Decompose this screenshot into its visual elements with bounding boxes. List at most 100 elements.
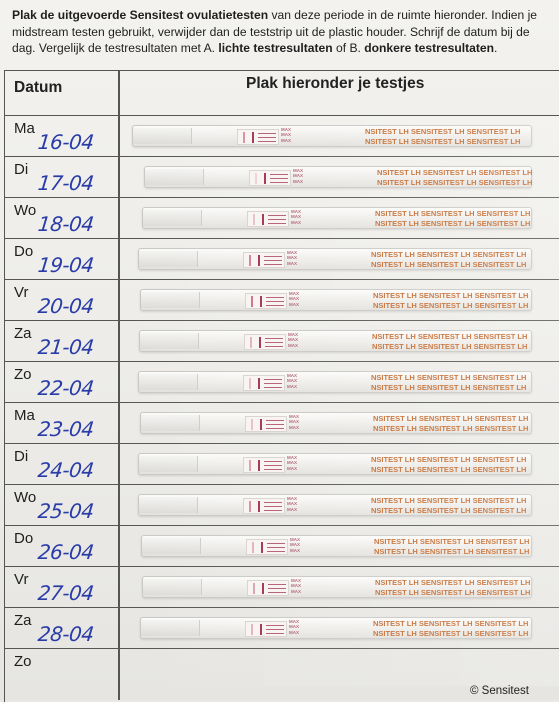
strip-brand-line: NSITEST LH SENSITEST LH SENSITEST LH — [365, 127, 521, 136]
max-label: MAX MAX MAX — [287, 455, 307, 471]
row-day: Vr — [14, 571, 29, 588]
max-arrow-line — [266, 428, 284, 429]
strip-absorbent-tip — [139, 456, 198, 472]
strip-result-window — [243, 375, 285, 391]
max-label-line: MAX — [289, 419, 299, 425]
row-handwritten-date: 28-04 — [36, 622, 95, 646]
lh-test-strip: MAX MAX MAX NSITEST LH SENSITEST LH SENSITE… — [140, 289, 532, 311]
table-row: Za 21-04 MAX MAX MAX NSITEST LH SENSITEST LH … — [4, 321, 559, 362]
max-arrow-line — [268, 215, 286, 216]
max-label-line: MAX — [288, 332, 298, 337]
strip-result-window — [243, 252, 285, 268]
max-arrow-line — [264, 465, 282, 466]
max-label-line: MAX — [291, 209, 301, 214]
strip-brand-line: NSITEST LH SENSITEST LH SENSITEST LH — [374, 537, 530, 546]
control-line — [259, 337, 261, 348]
strip-brand-print: NSITEST LH SENSITEST LH SENSITEST LH NSIT… — [373, 291, 559, 311]
max-label-line: MAX — [289, 296, 299, 302]
control-line — [258, 501, 260, 512]
max-label: MAX MAX MAX — [289, 291, 309, 307]
strip-brand-line: NSITEST LH SENSITEST LH SENSITEST LH — [371, 250, 527, 259]
test-line — [249, 378, 251, 389]
table-row: Wo 18-04 MAX MAX MAX NSITEST LH SENSITEST LH … — [4, 198, 559, 239]
max-label-line: MAX — [287, 465, 297, 471]
control-line — [260, 296, 262, 307]
strip-result-window — [245, 416, 287, 432]
row-handwritten-date: 21-04 — [36, 335, 95, 359]
strip-absorbent-tip — [143, 210, 202, 226]
strip-result-window — [243, 498, 285, 514]
strip-result-window — [244, 334, 286, 350]
strip-brand-print: NSITEST LH SENSITEST LH SENSITEST LH NSIT… — [377, 168, 559, 188]
strip-absorbent-tip — [141, 292, 200, 308]
max-label: MAX MAX MAX — [289, 619, 309, 635]
max-arrow-line — [264, 387, 282, 388]
test-line — [249, 460, 251, 471]
strip-brand-line: NSITEST LH SENSITEST LH SENSITEST LH — [372, 341, 528, 351]
strip-brand-print: NSITEST LH SENSITEST LH SENSITEST LH NSIT… — [365, 127, 555, 147]
max-arrow-line — [268, 588, 286, 589]
max-arrow-line — [266, 305, 284, 306]
max-label-line: MAX — [289, 424, 299, 430]
row-day: Vr — [14, 284, 29, 301]
strip-result-window — [247, 580, 289, 596]
max-arrow-line — [264, 510, 282, 511]
row-day: Ma — [14, 407, 35, 424]
max-label-line: MAX — [287, 378, 297, 384]
strip-brand-print: NSITEST LH SENSITEST LH SENSITEST LH NSIT… — [371, 496, 559, 516]
strip-absorbent-tip — [133, 128, 192, 144]
max-label-line: MAX — [291, 583, 301, 589]
strip-brand-print: NSITEST LH SENSITEST LH SENSITEST LH NSIT… — [374, 537, 559, 557]
max-label: MAX MAX MAX — [287, 250, 307, 266]
lh-test-strip: MAX MAX MAX NSITEST LH SENSITEST LH SENSITE… — [141, 535, 532, 557]
strip-brand-print: NSITEST LH SENSITEST LH SENSITEST LH NSIT… — [373, 619, 559, 639]
max-label: MAX MAX MAX — [287, 373, 307, 389]
instructions-bold-brand: Sensitest ovulatietesten — [129, 8, 269, 22]
strip-result-window — [237, 129, 279, 145]
max-label: MAX MAX MAX — [290, 537, 310, 553]
strip-absorbent-tip — [142, 538, 201, 554]
row-day: Do — [14, 530, 34, 547]
lh-test-strip: MAX MAX MAX NSITEST LH SENSITEST LH SENSITE… — [138, 494, 532, 516]
strip-absorbent-tip — [145, 169, 204, 185]
control-line — [260, 624, 262, 635]
strip-absorbent-tip — [139, 251, 198, 267]
max-arrow-line — [265, 338, 283, 339]
strip-absorbent-tip — [139, 497, 198, 513]
control-line — [261, 542, 263, 553]
table-row: Ma 23-04 MAX MAX MAX NSITEST LH SENSITEST LH … — [4, 403, 559, 444]
test-line — [255, 173, 257, 184]
max-arrow-line — [265, 342, 283, 343]
max-label-line: MAX — [289, 629, 299, 635]
max-label-line: MAX — [290, 542, 300, 548]
strip-brand-print: NSITEST LH SENSITEST LH SENSITEST LH NSIT… — [371, 373, 559, 393]
max-label-line: MAX — [287, 501, 297, 507]
strip-brand-line: NSITEST LH SENSITEST LH SENSITEST LH — [373, 628, 529, 638]
control-line — [252, 132, 254, 143]
max-label-line: MAX — [291, 578, 301, 583]
strip-absorbent-tip — [140, 333, 199, 349]
max-arrow-line — [258, 141, 276, 142]
strip-brand-line: NSITEST LH SENSITEST LH SENSITEST LH — [375, 587, 531, 597]
max-label: MAX MAX MAX — [291, 578, 311, 594]
row-handwritten-date: 26-04 — [36, 540, 95, 564]
strip-brand-line: NSITEST LH SENSITEST LH SENSITEST LH — [373, 423, 529, 433]
max-arrow-line — [267, 551, 285, 552]
row-day: Ma — [14, 120, 35, 137]
strip-brand-line: NSITEST LH SENSITEST LH SENSITEST LH — [375, 209, 531, 218]
row-handwritten-date: 20-04 — [36, 294, 95, 318]
test-line — [250, 337, 252, 348]
strip-result-window — [247, 211, 289, 227]
row-day: Za — [14, 325, 32, 342]
max-arrow-line — [266, 629, 284, 630]
strip-brand-line: NSITEST LH SENSITEST LH SENSITEST LH — [371, 496, 527, 505]
test-line — [251, 624, 253, 635]
instructions-bold-dark: donkere testresultaten — [364, 41, 494, 55]
test-line — [253, 583, 255, 594]
strip-brand-line: NSITEST LH SENSITEST LH SENSITEST LH — [371, 259, 527, 269]
lh-test-strip: MAX MAX MAX NSITEST LH SENSITEST LH SENSITE… — [132, 125, 532, 147]
strip-brand-line: NSITEST LH SENSITEST LH SENSITEST LH — [371, 455, 527, 464]
header-tests: Plak hieronder je testjes — [246, 75, 425, 92]
strip-brand-line: NSITEST LH SENSITEST LH SENSITEST LH — [371, 373, 527, 382]
table-row: Do 26-04 MAX MAX MAX NSITEST LH SENSITEST LH … — [4, 526, 559, 567]
